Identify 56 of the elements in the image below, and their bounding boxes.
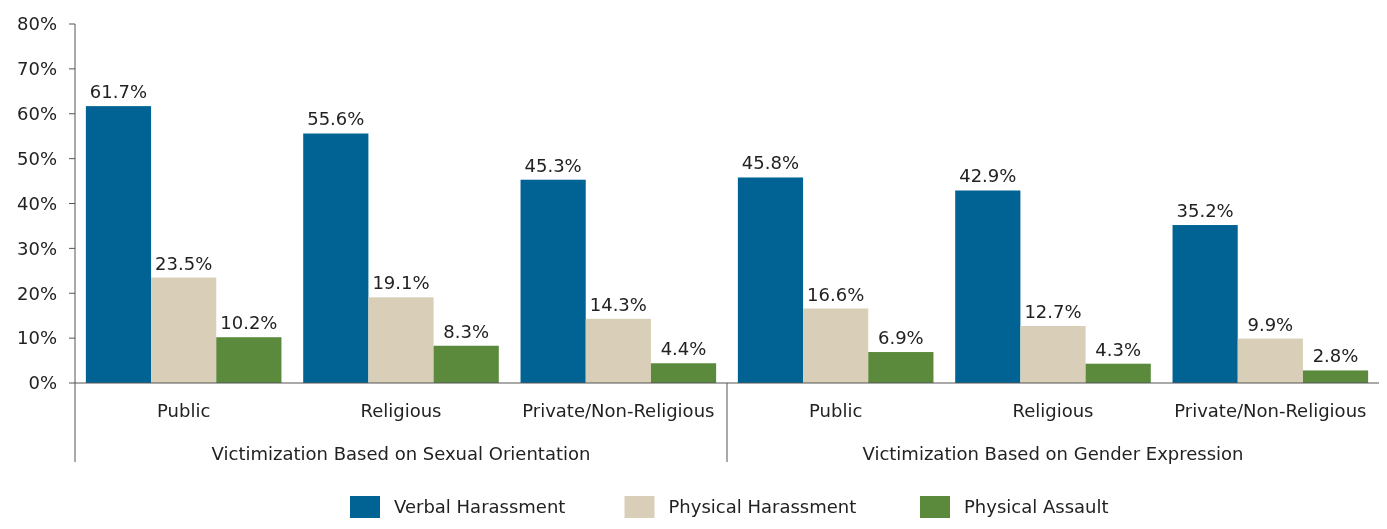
- data-label: 9.9%: [1247, 313, 1294, 335]
- data-label: 6.9%: [878, 327, 924, 349]
- text: Victimization Based on Gender Expression: [862, 443, 1244, 464]
- bar: [216, 337, 282, 383]
- data-label: 10.2%: [220, 312, 278, 334]
- data-label: 55.6%: [307, 108, 365, 130]
- bar: [1302, 370, 1369, 383]
- x-tick-label: Public: [157, 400, 211, 421]
- x-tick-label: Private/Non-Religious: [522, 400, 715, 421]
- data-label: 19.1%: [372, 272, 430, 294]
- y-tick-label: 40%: [16, 192, 57, 214]
- data-label: 8.3%: [443, 320, 490, 342]
- bar: [868, 352, 934, 383]
- data-label: 23.5%: [155, 252, 213, 274]
- bar: [151, 277, 217, 383]
- data-label: 14.3%: [589, 293, 647, 315]
- data-label: 35.2%: [1176, 200, 1234, 222]
- bar: [1172, 225, 1238, 383]
- bar: [585, 318, 651, 383]
- bar: [85, 106, 152, 383]
- bar: [803, 308, 869, 383]
- x-tick-label: Public: [809, 400, 863, 421]
- x-tick-label: Religious: [1012, 400, 1094, 421]
- bar: [520, 179, 586, 383]
- y-tick-label: 20%: [16, 282, 57, 304]
- bar: [1020, 326, 1086, 383]
- bar: [1085, 363, 1151, 383]
- bar: [433, 345, 499, 383]
- legend-label: Verbal Harassment: [394, 496, 566, 518]
- y-tick-label: 10%: [16, 327, 57, 349]
- bar: [368, 297, 434, 383]
- legend-label: Physical Assault: [964, 496, 1109, 518]
- data-label: 42.9%: [959, 165, 1017, 187]
- legend-label: Physical Harassment: [668, 496, 857, 518]
- bar: [650, 363, 717, 383]
- data-label: 12.7%: [1024, 301, 1082, 323]
- y-tick-label: 70%: [16, 58, 57, 80]
- data-label: 2.8%: [1312, 345, 1359, 367]
- y-tick-label: 80%: [16, 13, 57, 35]
- y-tick-label: 30%: [16, 237, 57, 259]
- y-tick-label: 0%: [28, 372, 57, 394]
- text: Victimization Based on Sexual Orientation: [211, 443, 591, 464]
- bar: [955, 190, 1021, 383]
- y-tick-label: 60%: [16, 103, 57, 125]
- y-tick-label: 50%: [16, 147, 57, 169]
- bar: [737, 177, 804, 383]
- data-label: 4.3%: [1095, 338, 1142, 360]
- data-label: 61.7%: [89, 81, 148, 103]
- bar: [303, 133, 369, 383]
- data-label: 45.3%: [524, 154, 582, 176]
- bar: [1237, 338, 1303, 383]
- x-tick-label: Private/Non-Religious: [1174, 400, 1367, 421]
- x-tick-label: Religious: [360, 400, 442, 421]
- data-label: 4.4%: [660, 338, 707, 360]
- data-label: 45.8%: [741, 152, 800, 174]
- data-label: 16.6%: [807, 283, 865, 305]
